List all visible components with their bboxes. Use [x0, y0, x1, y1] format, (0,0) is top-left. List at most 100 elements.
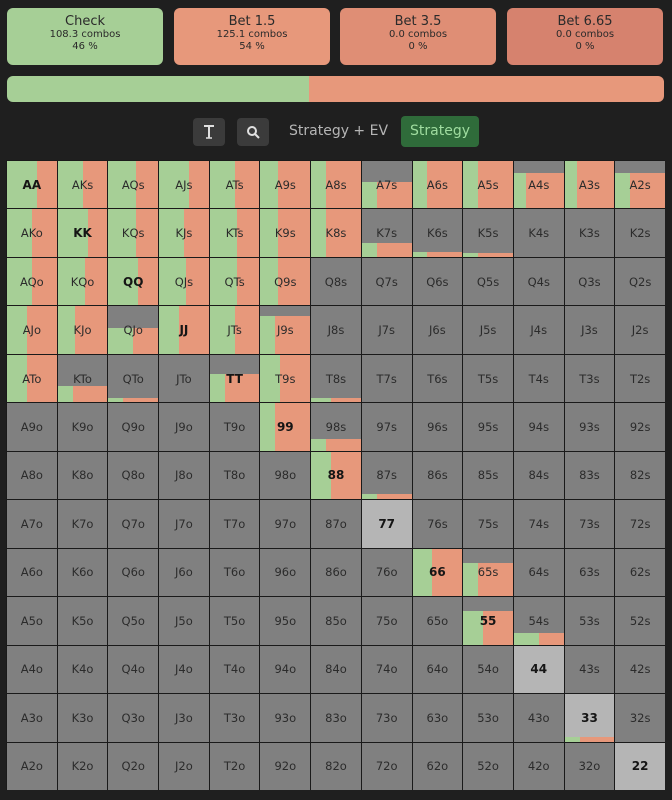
- hand-cell-65s[interactable]: 65s: [463, 548, 513, 597]
- hand-cell-A9o[interactable]: A9o: [7, 403, 57, 451]
- hand-cell-QTo[interactable]: QTo: [108, 354, 159, 403]
- hand-cell-T7o[interactable]: T7o: [209, 500, 260, 548]
- hand-cell-Q5o[interactable]: Q5o: [108, 597, 159, 645]
- hand-cell-A7o[interactable]: A7o: [7, 500, 57, 548]
- hand-cell-Q6s[interactable]: Q6s: [412, 257, 463, 306]
- hand-cell-33[interactable]: 33: [564, 694, 615, 742]
- hand-cell-K5s[interactable]: K5s: [463, 209, 513, 257]
- hand-cell-J9s[interactable]: J9s: [260, 306, 311, 354]
- hand-cell-63o[interactable]: 63o: [412, 694, 463, 742]
- hand-cell-T2o[interactable]: T2o: [209, 742, 260, 790]
- hand-cell-A6o[interactable]: A6o: [7, 548, 57, 597]
- hand-cell-95s[interactable]: 95s: [463, 403, 513, 451]
- hand-cell-A6s[interactable]: A6s: [412, 161, 463, 209]
- hand-cell-Q8o[interactable]: Q8o: [108, 451, 159, 500]
- hand-cell-75o[interactable]: 75o: [361, 597, 412, 645]
- hand-cell-QJs[interactable]: QJs: [159, 257, 209, 306]
- hand-cell-J5o[interactable]: J5o: [159, 597, 209, 645]
- hand-cell-K4s[interactable]: K4s: [513, 209, 564, 257]
- hand-cell-AKs[interactable]: AKs: [57, 161, 108, 209]
- hand-cell-87s[interactable]: 87s: [361, 451, 412, 500]
- hand-cell-96s[interactable]: 96s: [412, 403, 463, 451]
- action-bet-3-5[interactable]: Bet 3.5 0.0 combos 0 %: [340, 8, 496, 65]
- hand-cell-A4o[interactable]: A4o: [7, 645, 57, 694]
- hand-cell-A8s[interactable]: A8s: [311, 161, 361, 209]
- hand-cell-42o[interactable]: 42o: [513, 742, 564, 790]
- hand-cell-94o[interactable]: 94o: [260, 645, 311, 694]
- hand-cell-94s[interactable]: 94s: [513, 403, 564, 451]
- hand-cell-ATo[interactable]: ATo: [7, 354, 57, 403]
- hand-cell-A5o[interactable]: A5o: [7, 597, 57, 645]
- hand-cell-Q7s[interactable]: Q7s: [361, 257, 412, 306]
- hand-cell-62s[interactable]: 62s: [615, 548, 665, 597]
- action-bet-1-5[interactable]: Bet 1.5 125.1 combos 54 %: [174, 8, 330, 65]
- hand-cell-A9s[interactable]: A9s: [260, 161, 311, 209]
- hand-cell-82s[interactable]: 82s: [615, 451, 665, 500]
- hand-cell-TT[interactable]: TT: [209, 354, 260, 403]
- hand-cell-Q7o[interactable]: Q7o: [108, 500, 159, 548]
- tab-strategy[interactable]: Strategy: [401, 116, 479, 147]
- hand-cell-85s[interactable]: 85s: [463, 451, 513, 500]
- hand-cell-99[interactable]: 99: [260, 403, 311, 451]
- hand-cell-A2o[interactable]: A2o: [7, 742, 57, 790]
- hand-cell-K2s[interactable]: K2s: [615, 209, 665, 257]
- hand-cell-J6s[interactable]: J6s: [412, 306, 463, 354]
- hand-cell-AJo[interactable]: AJo: [7, 306, 57, 354]
- hand-cell-86o[interactable]: 86o: [311, 548, 361, 597]
- hand-cell-86s[interactable]: 86s: [412, 451, 463, 500]
- hand-cell-A4s[interactable]: A4s: [513, 161, 564, 209]
- hand-cell-84o[interactable]: 84o: [311, 645, 361, 694]
- hand-cell-AQo[interactable]: AQo: [7, 257, 57, 306]
- search-button[interactable]: [237, 118, 269, 146]
- hand-cell-K3s[interactable]: K3s: [564, 209, 615, 257]
- hand-cell-QQ[interactable]: QQ: [108, 257, 159, 306]
- action-check[interactable]: Check 108.3 combos 46 %: [7, 8, 163, 65]
- hand-cell-74o[interactable]: 74o: [361, 645, 412, 694]
- hand-cell-66[interactable]: 66: [412, 548, 463, 597]
- hand-cell-32o[interactable]: 32o: [564, 742, 615, 790]
- hand-cell-76o[interactable]: 76o: [361, 548, 412, 597]
- hand-cell-AKo[interactable]: AKo: [7, 209, 57, 257]
- hand-cell-43s[interactable]: 43s: [564, 645, 615, 694]
- hand-cell-87o[interactable]: 87o: [311, 500, 361, 548]
- hand-cell-KJs[interactable]: KJs: [159, 209, 209, 257]
- hand-cell-Q6o[interactable]: Q6o: [108, 548, 159, 597]
- hand-cell-65o[interactable]: 65o: [412, 597, 463, 645]
- hand-cell-64s[interactable]: 64s: [513, 548, 564, 597]
- hand-cell-T8s[interactable]: T8s: [311, 354, 361, 403]
- hand-cell-A5s[interactable]: A5s: [463, 161, 513, 209]
- hand-cell-98s[interactable]: 98s: [311, 403, 361, 451]
- hand-cell-J6o[interactable]: J6o: [159, 548, 209, 597]
- hand-cell-Q9s[interactable]: Q9s: [260, 257, 311, 306]
- hand-cell-77[interactable]: 77: [361, 500, 412, 548]
- hand-cell-J5s[interactable]: J5s: [463, 306, 513, 354]
- hand-cell-KQs[interactable]: KQs: [108, 209, 159, 257]
- hand-cell-A3o[interactable]: A3o: [7, 694, 57, 742]
- hand-cell-J4o[interactable]: J4o: [159, 645, 209, 694]
- hand-cell-54o[interactable]: 54o: [463, 645, 513, 694]
- hand-cell-AA[interactable]: AA: [7, 161, 57, 209]
- action-bet-6-65[interactable]: Bet 6.65 0.0 combos 0 %: [507, 8, 663, 65]
- hand-cell-A7s[interactable]: A7s: [361, 161, 412, 209]
- hand-cell-K2o[interactable]: K2o: [57, 742, 108, 790]
- hand-cell-A2s[interactable]: A2s: [615, 161, 665, 209]
- hand-cell-95o[interactable]: 95o: [260, 597, 311, 645]
- hand-cell-Q9o[interactable]: Q9o: [108, 403, 159, 451]
- hand-cell-T8o[interactable]: T8o: [209, 451, 260, 500]
- hand-cell-QJo[interactable]: QJo: [108, 306, 159, 354]
- hand-cell-82o[interactable]: 82o: [311, 742, 361, 790]
- hand-cell-J9o[interactable]: J9o: [159, 403, 209, 451]
- hand-cell-J4s[interactable]: J4s: [513, 306, 564, 354]
- hand-cell-K7o[interactable]: K7o: [57, 500, 108, 548]
- hand-cell-Q2s[interactable]: Q2s: [615, 257, 665, 306]
- hand-cell-42s[interactable]: 42s: [615, 645, 665, 694]
- hand-cell-AJs[interactable]: AJs: [159, 161, 209, 209]
- tab-strategy-ev[interactable]: Strategy + EV: [289, 123, 389, 139]
- hand-cell-73o[interactable]: 73o: [361, 694, 412, 742]
- hand-cell-Q4s[interactable]: Q4s: [513, 257, 564, 306]
- hand-cell-J8s[interactable]: J8s: [311, 306, 361, 354]
- hand-cell-93s[interactable]: 93s: [564, 403, 615, 451]
- hand-cell-K7s[interactable]: K7s: [361, 209, 412, 257]
- hand-cell-Q5s[interactable]: Q5s: [463, 257, 513, 306]
- hand-cell-55[interactable]: 55: [463, 597, 513, 645]
